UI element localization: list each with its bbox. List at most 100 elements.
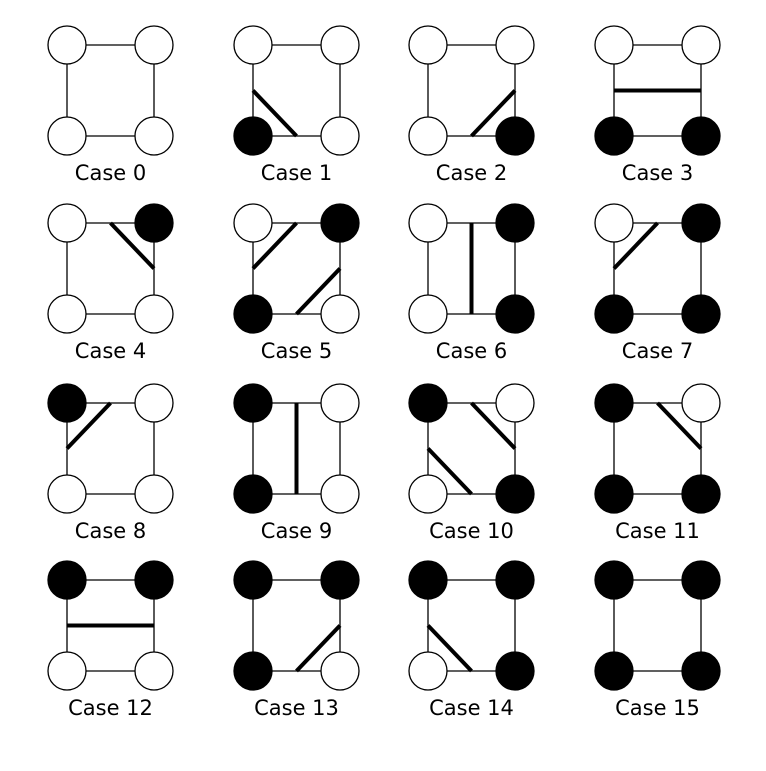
case-cell: Case 9 [233,383,360,543]
corner-filled [320,203,360,243]
corner-filled [408,383,448,423]
case-cell: Case 7 [594,203,721,363]
case-cell: Case 10 [408,383,535,543]
corner-filled [495,203,535,243]
case-label: Case 4 [75,339,146,363]
corner-filled [233,116,273,156]
corner-empty [594,25,634,65]
contour-segment [65,401,112,450]
corner-empty [320,25,360,65]
case-cell: Case 1 [233,25,360,185]
corner-filled [594,383,634,423]
corner-filled [495,116,535,156]
corner-empty [408,25,448,65]
case-cell: Case 12 [47,560,174,720]
contour-segment [295,624,342,673]
corner-filled [594,116,634,156]
corner-empty [134,294,174,334]
corner-empty [47,474,87,514]
corner-empty [134,116,174,156]
contour-segment [470,89,517,138]
case-label: Case 1 [261,161,332,185]
corner-filled [408,560,448,600]
case-label: Case 3 [622,161,693,185]
corner-empty [320,651,360,691]
contour-segment [656,401,703,450]
corner-filled [233,294,273,334]
corner-empty [408,116,448,156]
corner-empty [47,651,87,691]
corner-empty [47,203,87,243]
case-label: Case 8 [75,519,146,543]
case-cell: Case 11 [594,383,721,543]
corner-filled [594,560,634,600]
corner-empty [134,651,174,691]
corner-filled [47,560,87,600]
contour-segment [109,221,156,270]
case-label: Case 12 [68,696,153,720]
corner-filled [594,651,634,691]
contour-segment [612,221,659,270]
corner-empty [134,383,174,423]
case-label: Case 6 [436,339,507,363]
corner-empty [320,383,360,423]
corner-empty [134,474,174,514]
corner-empty [320,474,360,514]
case-cell: Case 8 [47,383,174,543]
case-label: Case 15 [615,696,700,720]
corner-empty [408,294,448,334]
case-cell: Case 3 [594,25,721,185]
contour-segment [426,447,473,496]
corner-filled [681,651,721,691]
corner-empty [47,25,87,65]
corner-filled [134,560,174,600]
case-cell: Case 6 [408,203,535,363]
corner-filled [134,203,174,243]
corner-filled [681,116,721,156]
corner-empty [408,203,448,243]
corner-filled [594,294,634,334]
case-cell: Case 15 [594,560,721,720]
corner-filled [681,560,721,600]
case-label: Case 2 [436,161,507,185]
corner-empty [134,25,174,65]
corner-filled [681,474,721,514]
corner-empty [320,294,360,334]
contour-segment [470,401,517,450]
case-cell: Case 2 [408,25,535,185]
corner-filled [681,294,721,334]
case-label: Case 13 [254,696,339,720]
contour-segment [251,221,298,270]
corner-filled [495,560,535,600]
corner-empty [594,203,634,243]
case-label: Case 7 [622,339,693,363]
corner-filled [495,294,535,334]
corner-filled [233,383,273,423]
corner-filled [233,651,273,691]
corner-filled [681,203,721,243]
corner-filled [47,383,87,423]
case-label: Case 0 [75,161,146,185]
corner-filled [495,474,535,514]
corner-empty [495,383,535,423]
corner-empty [47,116,87,156]
corner-empty [408,651,448,691]
corner-filled [233,560,273,600]
case-label: Case 5 [261,339,332,363]
case-label: Case 9 [261,519,332,543]
corner-empty [495,25,535,65]
corner-empty [233,203,273,243]
case-label: Case 10 [429,519,514,543]
case-cell: Case 14 [408,560,535,720]
case-label: Case 11 [615,519,700,543]
corner-empty [408,474,448,514]
corner-empty [681,25,721,65]
contour-segment [251,89,298,138]
corner-filled [320,560,360,600]
corner-filled [495,651,535,691]
contour-segment [426,624,473,673]
case-cell: Case 13 [233,560,360,720]
case-cell: Case 0 [47,25,174,185]
